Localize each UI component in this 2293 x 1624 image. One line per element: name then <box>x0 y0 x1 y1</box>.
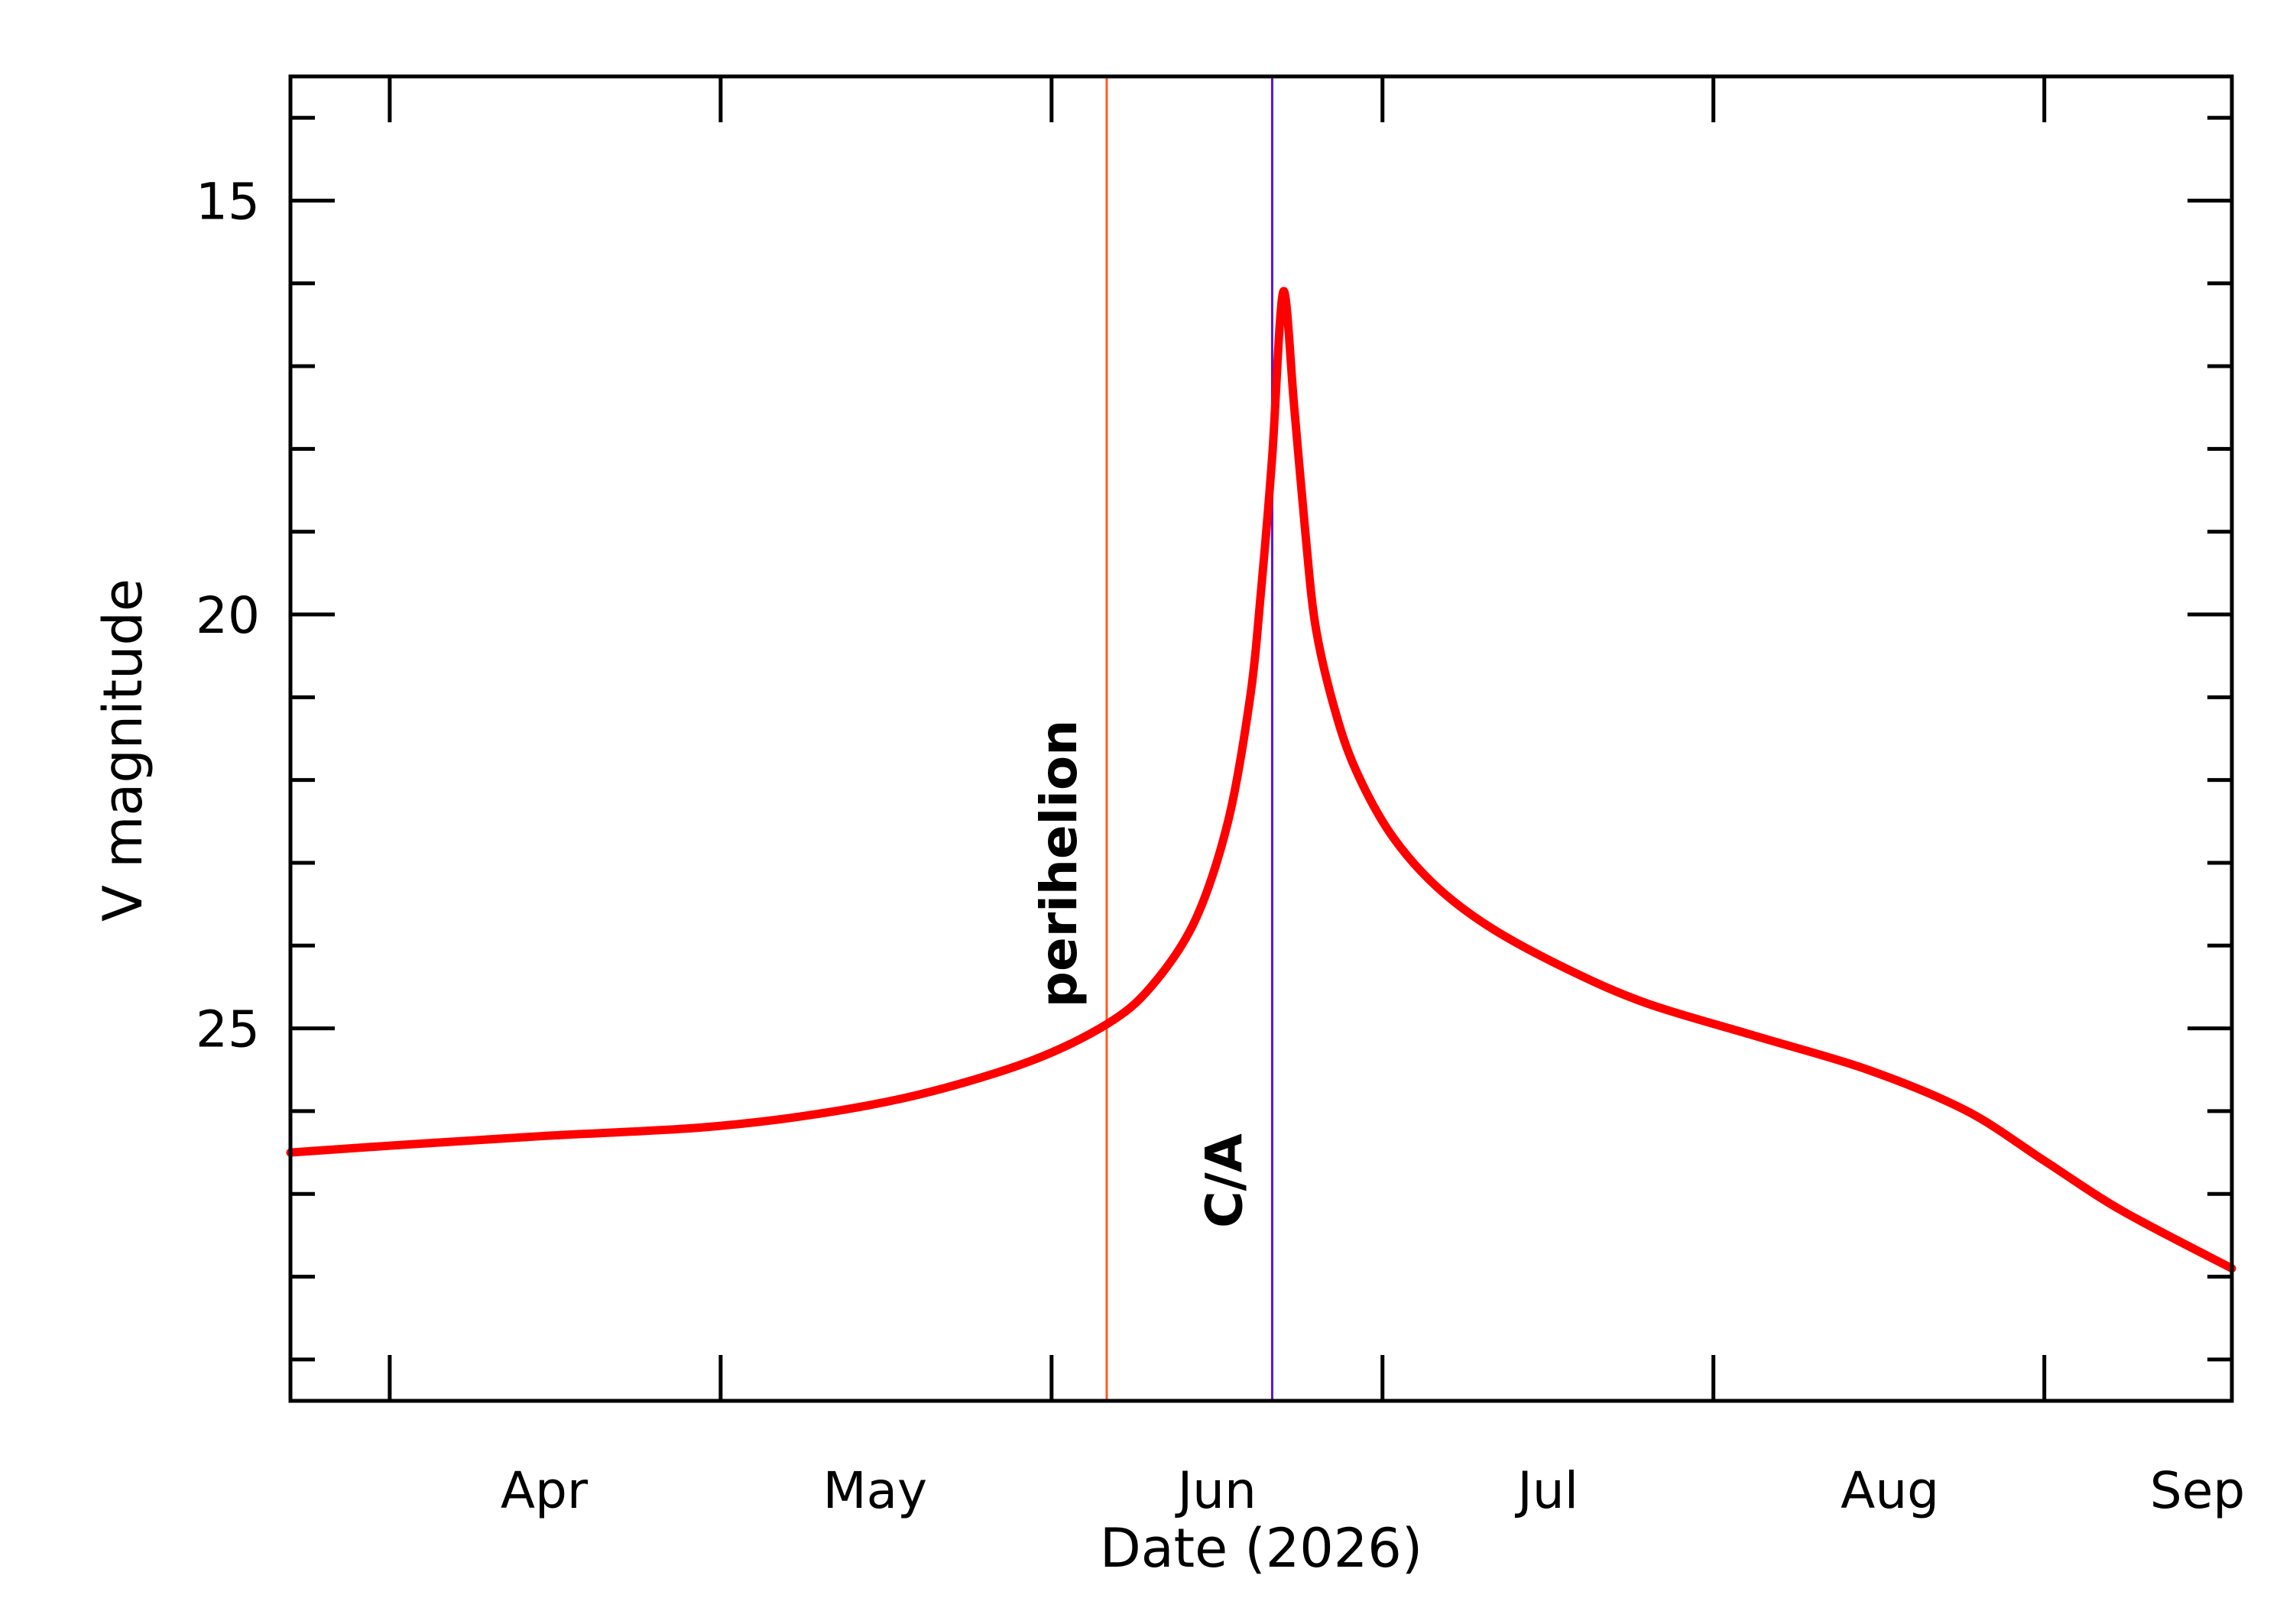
plot-frame <box>288 74 2234 1403</box>
x-axis-title: Date (2026) <box>1100 1517 1422 1580</box>
series-line-0 <box>286 287 2236 1273</box>
y-tick-labels: 15 20 25 <box>196 172 260 1058</box>
x-tick-labels: Apr May Jun Jul Aug Sep <box>501 1461 2245 1520</box>
x-tick-label: Jun <box>1175 1461 1257 1520</box>
y-axis-title: V magnitude <box>92 579 154 922</box>
y-tick-label: 25 <box>196 1000 260 1059</box>
x-tick-label: Jul <box>1514 1461 1578 1520</box>
x-tick-label: Sep <box>2150 1461 2245 1520</box>
y-tick-label: 20 <box>196 586 260 645</box>
y-tick-label: 15 <box>196 172 260 231</box>
marker-label-1: C/A <box>1195 1133 1254 1228</box>
tick-marks <box>290 76 2232 1401</box>
x-tick-label: Apr <box>501 1461 589 1520</box>
x-tick-label: Aug <box>1841 1461 1939 1520</box>
x-tick-label: May <box>823 1461 927 1520</box>
data-series <box>286 287 2236 1273</box>
marker-label-0: perihelion <box>1030 720 1088 1008</box>
vertical-markers: perihelion C/A <box>1030 76 1273 1401</box>
